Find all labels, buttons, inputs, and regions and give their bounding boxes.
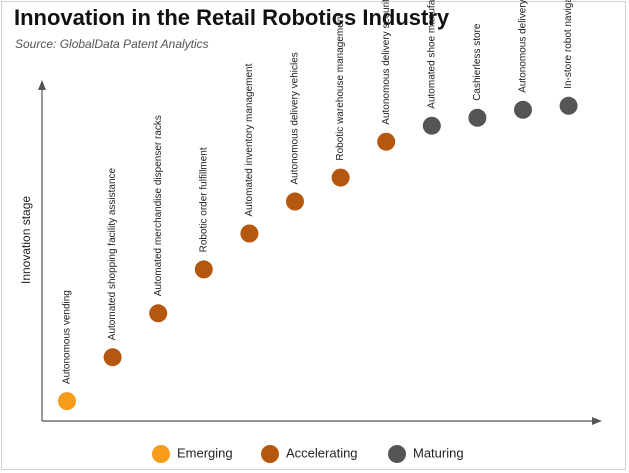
- data-point: [559, 96, 578, 115]
- x-axis-arrow: [592, 417, 602, 425]
- legend-label: Emerging: [177, 445, 233, 460]
- data-point: [194, 260, 213, 279]
- point-label: Automated inventory management: [244, 63, 255, 216]
- legend-label: Maturing: [413, 445, 464, 460]
- data-point: [286, 192, 304, 211]
- y-axis-arrow: [38, 80, 46, 90]
- point-label: Robotic warehouse management: [335, 14, 346, 161]
- axes: Innovation stage: [19, 80, 602, 425]
- data-point: [377, 132, 396, 151]
- data-point: [58, 392, 76, 411]
- legend-marker: [261, 445, 279, 463]
- data-point: [514, 100, 532, 119]
- y-axis-label: Innovation stage: [19, 196, 33, 284]
- data-point: [103, 348, 122, 367]
- point-label: Autonomous delivery management: [518, 0, 529, 93]
- point-label: Automated shopping facility assistance: [107, 167, 118, 340]
- data-point: [149, 304, 168, 323]
- data-point: [422, 116, 441, 135]
- point-label: Automated merchandise dispenser racks: [153, 115, 164, 296]
- chart-title: Innovation in the Retail Robotics Indust…: [14, 5, 450, 30]
- legend-marker: [152, 445, 170, 463]
- legend-label: Accelerating: [286, 445, 358, 460]
- data-point: [331, 168, 350, 187]
- point-label: In-store robot navigation: [563, 0, 574, 89]
- point-label: Autonomous delivery security systems: [381, 0, 392, 125]
- point-label: Automated shoe manufacturing: [426, 0, 437, 109]
- point-label: Autonomous vending: [62, 290, 73, 384]
- legend-marker: [388, 445, 406, 463]
- point-label: Cashierless store: [472, 23, 483, 101]
- data-points: [58, 96, 578, 411]
- point-label: Autonomous delivery vehicles: [290, 52, 301, 184]
- chart-subtitle: Source: GlobalData Patent Analytics: [15, 37, 209, 51]
- point-label: Robotic order fulfillment: [198, 147, 209, 252]
- point-labels: Autonomous vending Automated shopping fac…: [62, 0, 575, 384]
- legend: Emerging Accelerating Maturing: [152, 445, 464, 463]
- data-point: [240, 224, 259, 243]
- data-point: [468, 108, 487, 127]
